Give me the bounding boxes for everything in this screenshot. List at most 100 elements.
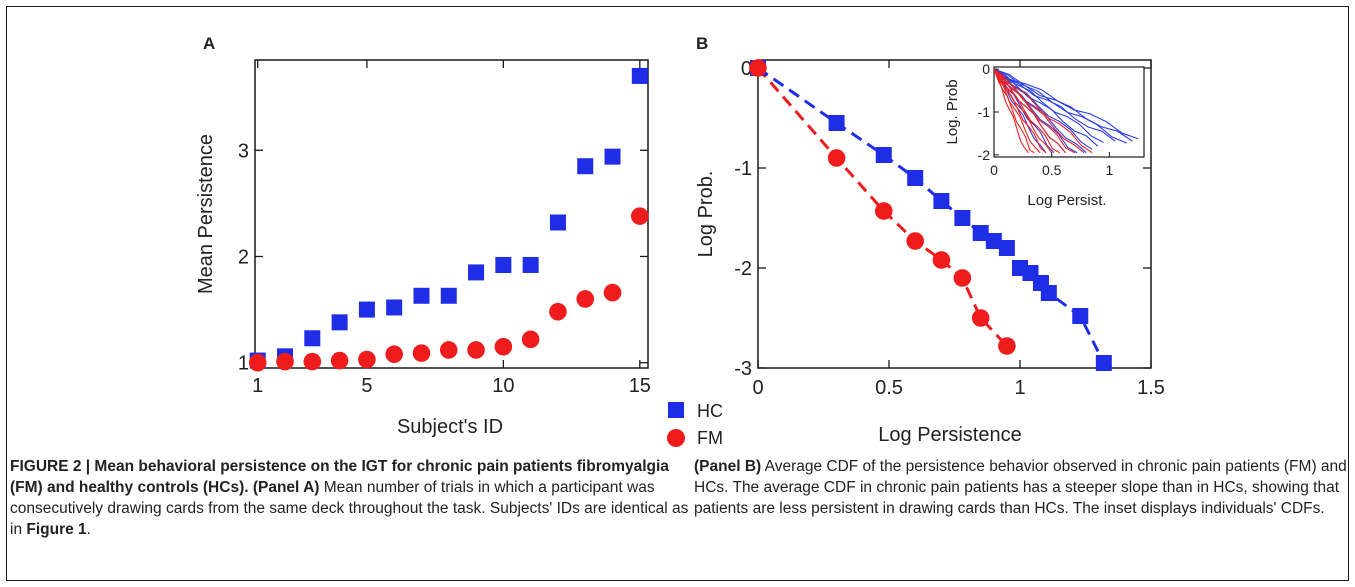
inset-xtick-label: 0 xyxy=(990,162,998,178)
fm-point xyxy=(494,337,513,356)
inset-xtick-label: 0.5 xyxy=(1042,162,1062,178)
hc-point xyxy=(998,240,1015,256)
fm-point xyxy=(874,202,893,220)
inset-ytick-label: 0 xyxy=(982,61,990,77)
hc-point xyxy=(386,299,403,316)
hc-point xyxy=(440,287,457,304)
fm-point xyxy=(385,345,403,363)
panel-b-xtick-label: 0.5 xyxy=(875,377,903,399)
hc-point xyxy=(304,330,321,347)
hc-point xyxy=(933,193,950,209)
inset-individual-cdf xyxy=(993,68,1127,144)
inset-ylabel: Log. Prob xyxy=(944,79,961,144)
panel-a-ytick-label: 3 xyxy=(238,140,249,162)
hc-point xyxy=(522,256,539,273)
panel-a-ylabel: Mean Persistence xyxy=(195,134,217,294)
inset-xtick-label: 1 xyxy=(1105,162,1113,178)
legend-fm-label: FM xyxy=(697,428,723,448)
inset-individual-cdf xyxy=(993,68,1116,142)
hc-point xyxy=(972,225,989,241)
hc-point xyxy=(1040,285,1057,301)
legend-hc-label: HC xyxy=(697,401,723,421)
inset-individual-cdf xyxy=(993,68,1133,142)
fm-point xyxy=(603,283,622,302)
legend-fm-marker xyxy=(667,429,685,447)
panel-b-plot-area xyxy=(757,59,1152,369)
fm-point xyxy=(412,344,431,362)
caption-right: (Panel B) Average CDF of the persistence… xyxy=(694,456,1354,519)
fm-point xyxy=(276,352,294,371)
inset-lines xyxy=(993,68,1139,154)
panel-b: B 0 0.5 1 1.5 0 -1 -2 -3 Log Persistence Log Pr… xyxy=(695,34,1165,446)
fm-point xyxy=(330,351,349,370)
hc-point xyxy=(495,256,512,273)
panel-a-ytick-label: 2 xyxy=(238,246,249,268)
caption-figure-ref: Figure 1 xyxy=(26,521,87,538)
hc-point xyxy=(1095,355,1112,371)
fm-point xyxy=(248,353,267,372)
panel-a-label: A xyxy=(203,34,215,53)
fm-point xyxy=(521,330,540,349)
fm-point xyxy=(998,337,1016,355)
hc-point xyxy=(954,210,971,226)
fm-point xyxy=(549,302,567,321)
fm-point xyxy=(953,269,972,287)
fm-point xyxy=(576,290,595,308)
hc-point xyxy=(549,214,566,231)
inset-ytick-label: -1 xyxy=(978,104,991,120)
panel-a-xtick-label: 15 xyxy=(629,375,651,397)
legend-hc-marker xyxy=(668,402,684,418)
legend: HC FM xyxy=(667,401,723,448)
panel-b-ytick-label: 0 xyxy=(741,58,752,80)
inset-individual-cdf xyxy=(993,68,1066,154)
inset-individual-cdf xyxy=(993,68,1041,154)
panel-a-ytick-label: 1 xyxy=(238,353,249,375)
panel-b-ytick-label: -2 xyxy=(734,258,752,280)
panel-b-inset: 0 0.5 1 0 -1 -2 Log Persist. Log. Prob xyxy=(944,61,1145,209)
panel-b-xtick-label: 1.5 xyxy=(1137,377,1165,399)
hc-point xyxy=(631,67,648,84)
caption-right-bold: (Panel B) xyxy=(694,458,762,475)
hc-point xyxy=(468,264,485,281)
caption-left-bold: FIGURE 2 | Mean behavioral persistence o… xyxy=(10,458,669,496)
panel-a-xtick-label: 10 xyxy=(492,375,514,397)
caption-left: FIGURE 2 | Mean behavioral persistence o… xyxy=(10,456,690,540)
panel-b-ticks: 0 0.5 1 1.5 0 -1 -2 -3 xyxy=(734,58,1165,399)
hc-point xyxy=(985,233,1002,249)
hc-point xyxy=(577,158,594,175)
fm-point xyxy=(932,251,951,269)
panel-a-marks xyxy=(248,67,649,372)
hc-point xyxy=(413,287,430,304)
fm-point xyxy=(971,309,990,327)
panel-b-marks xyxy=(749,59,1112,371)
inset-ticks: 0 0.5 1 0 -1 -2 xyxy=(978,61,1114,178)
panel-b-ytick-label: -3 xyxy=(734,358,752,380)
panel-a-plot-area xyxy=(254,59,649,369)
fm-point xyxy=(906,232,924,250)
fm-point xyxy=(303,352,322,371)
figure-caption: FIGURE 2 | Mean behavioral persistence o… xyxy=(10,456,1347,576)
panel-b-xtick-label: 1 xyxy=(1014,377,1025,399)
inset-individual-cdf xyxy=(993,68,1139,140)
inset-individual-cdf xyxy=(993,68,1099,147)
panel-a-xlabel: Subject's ID xyxy=(397,416,503,438)
hc-point xyxy=(331,314,348,331)
panel-b-xlabel: Log Persistence xyxy=(878,424,1021,446)
fm-point xyxy=(358,350,376,369)
fm-point xyxy=(827,149,846,167)
inset-individual-cdf xyxy=(993,68,1053,154)
caption-left-text-2: . xyxy=(86,521,91,538)
panel-b-ytick-label: -1 xyxy=(734,158,752,180)
fm-point xyxy=(439,341,458,359)
caption-left-text-1: Mean number of trials in which a partici… xyxy=(10,479,689,538)
inset-ytick-label: -2 xyxy=(978,147,991,163)
panel-a-xtick-label: 5 xyxy=(361,375,372,397)
panel-b-ylabel: Log Prob. xyxy=(695,171,717,258)
fm-point xyxy=(631,207,649,225)
hc-point xyxy=(875,147,892,163)
inset-xlabel: Log Persist. xyxy=(1027,192,1106,209)
inset-individual-cdf xyxy=(993,68,1085,154)
hc-point xyxy=(1072,308,1089,324)
